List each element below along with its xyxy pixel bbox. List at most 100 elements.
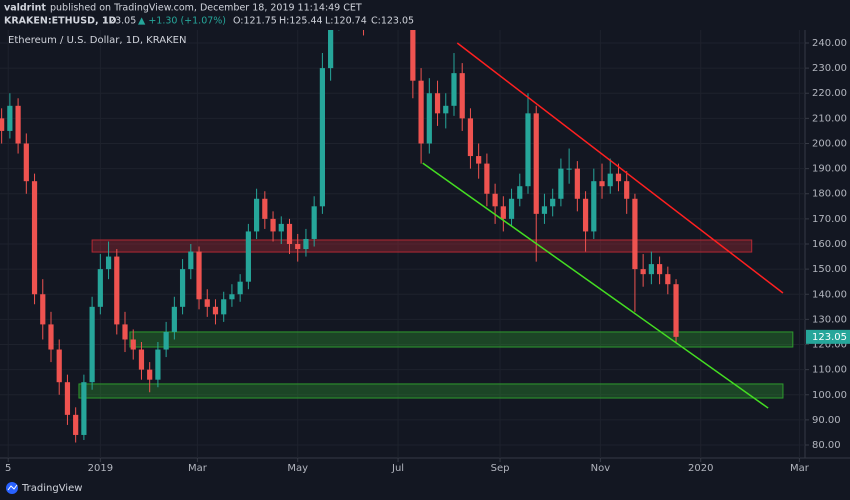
candle-body	[204, 299, 210, 307]
x-tick-label: Nov	[591, 463, 611, 474]
candle-body	[484, 163, 490, 194]
candle-body	[599, 181, 605, 187]
trendline	[422, 162, 769, 409]
y-tick-label: 210.00	[812, 113, 847, 124]
footer-brand: TradingView	[21, 483, 82, 494]
ohlc-open: O:121.75	[233, 16, 277, 27]
candle-body	[171, 306, 177, 332]
y-tick-label: 110.00	[812, 365, 847, 376]
x-tick-label: May	[287, 463, 308, 474]
candle-body	[97, 269, 103, 307]
candle-body	[155, 349, 161, 380]
last-price: 123.05	[103, 16, 136, 27]
candle-body	[574, 168, 580, 199]
candle-body	[262, 198, 268, 219]
candle-body	[328, 30, 334, 69]
last-price-box	[806, 329, 850, 344]
candle-body	[624, 181, 630, 199]
candle-body	[270, 218, 276, 232]
x-tick-label: 2019	[88, 463, 113, 474]
y-tick-label: 100.00	[812, 390, 847, 401]
candle-body	[221, 299, 227, 315]
candle-body	[229, 294, 235, 300]
x-tick-label: 2020	[688, 463, 713, 474]
candle-body	[179, 269, 186, 307]
x-tick-label: 5	[5, 463, 11, 474]
candle-body	[410, 30, 416, 81]
candle-body	[303, 238, 309, 250]
trendline	[456, 42, 784, 294]
candle-body	[245, 231, 251, 282]
candle-body	[640, 269, 646, 275]
candle-body	[533, 113, 539, 214]
published: published on TradingView.com, December 1…	[50, 3, 362, 14]
candle-body	[665, 274, 671, 285]
candle-body	[81, 382, 87, 435]
chart-title: Ethereum / U.S. Dollar, 1D, KRAKEN	[8, 35, 186, 46]
candle-body	[212, 306, 219, 315]
ohlc-low: L:120.74	[325, 16, 367, 27]
last-price-label: 123.05	[812, 332, 847, 343]
candle-body	[286, 223, 293, 244]
candle-body	[582, 198, 589, 232]
candle-body	[15, 105, 21, 144]
x-tick-label: Jul	[391, 463, 404, 474]
x-tick-label: Mar	[790, 463, 810, 474]
x-tick-label: Sep	[491, 463, 510, 474]
candle-body	[105, 256, 112, 270]
y-tick-label: 170.00	[812, 214, 847, 225]
candle-body	[311, 206, 317, 239]
candle-body	[278, 223, 284, 232]
tv-logo	[6, 482, 18, 494]
candle-body	[163, 331, 169, 350]
zone	[129, 331, 794, 348]
y-tick-label: 230.00	[812, 63, 847, 74]
y-tick-label: 140.00	[812, 289, 847, 300]
candle-body	[188, 251, 194, 270]
candle-body	[443, 105, 449, 114]
candle-body	[40, 294, 46, 325]
change: ▲ +1.30 (+1.07%)	[138, 16, 226, 27]
y-tick-label: 200.00	[812, 138, 847, 149]
y-tick-label: 180.00	[812, 189, 847, 200]
candle-body	[48, 324, 54, 350]
candle-body	[632, 198, 638, 270]
ohlc-high: H:125.44	[279, 16, 323, 27]
candle-body	[130, 339, 136, 350]
candle-body	[459, 73, 465, 119]
candle-body	[122, 324, 128, 340]
candle-body	[673, 284, 679, 337]
candle-body	[253, 198, 260, 232]
candle-body	[648, 264, 654, 275]
candle-body	[237, 281, 243, 295]
candle-body	[138, 349, 145, 370]
candle-body	[558, 168, 564, 199]
candle-body	[451, 73, 457, 106]
candle-body	[615, 173, 622, 182]
candle-body	[500, 206, 506, 219]
zone	[91, 239, 753, 253]
candle-body	[426, 93, 432, 144]
candle-body	[147, 369, 153, 380]
candle-body	[517, 186, 523, 199]
y-tick-label: 190.00	[812, 164, 847, 175]
candle-body	[114, 256, 120, 325]
y-tick-label: 150.00	[812, 264, 847, 275]
candle-body	[591, 181, 597, 232]
candle-body	[56, 349, 62, 383]
y-tick-label: 160.00	[812, 239, 847, 250]
candle-body	[508, 198, 515, 219]
candle-body	[295, 244, 301, 250]
candle-body	[319, 68, 325, 207]
candle-body	[550, 198, 556, 207]
candle-body	[418, 80, 424, 144]
author: valdrint	[4, 3, 46, 14]
symbol: KRAKEN:ETHUSD, 1D	[4, 16, 117, 27]
candle-body	[73, 414, 79, 435]
candle-body	[64, 382, 71, 415]
ohlc-close: C:123.05	[371, 16, 414, 27]
candle-body	[434, 93, 441, 114]
candle-body	[541, 206, 548, 214]
